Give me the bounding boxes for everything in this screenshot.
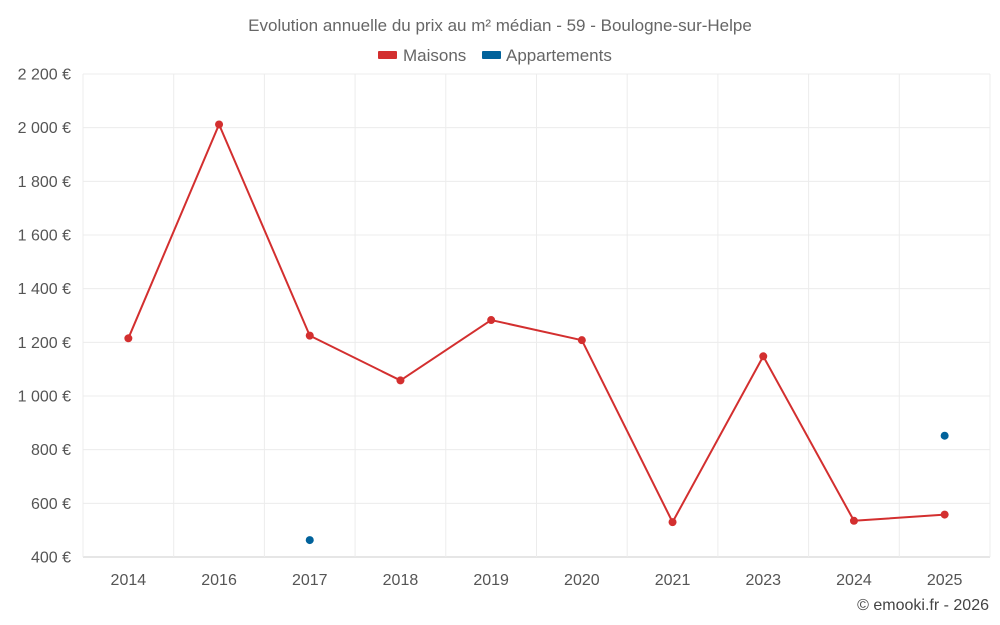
- data-point-maisons-2023[interactable]: [759, 352, 768, 361]
- data-point-maisons-2020[interactable]: [577, 336, 586, 345]
- data-point-appartements-2017[interactable]: [305, 536, 314, 545]
- y-tick-label: 1 200 €: [18, 335, 71, 352]
- x-tick-label: 2018: [383, 572, 419, 589]
- y-tick-label: 1 800 €: [18, 174, 71, 191]
- legend: Maisons Appartements: [378, 46, 612, 65]
- grid: [82, 73, 991, 558]
- data-point-maisons-2021[interactable]: [668, 518, 677, 527]
- chart-title: Evolution annuelle du prix au m² médian …: [248, 16, 752, 35]
- y-tick-label: 600 €: [31, 496, 71, 513]
- legend-swatch-maisons: [378, 51, 397, 59]
- data-point-maisons-2018[interactable]: [396, 376, 405, 385]
- data-point-maisons-2014[interactable]: [124, 334, 133, 343]
- data-point-maisons-2016[interactable]: [215, 120, 224, 129]
- y-tick-label: 2 000 €: [18, 120, 71, 137]
- x-tick-label: 2021: [655, 572, 691, 589]
- x-tick-label: 2020: [564, 572, 600, 589]
- x-tick-label: 2014: [111, 572, 147, 589]
- data-point-maisons-2024[interactable]: [849, 516, 858, 525]
- data-point-maisons-2019[interactable]: [487, 316, 496, 325]
- x-tick-label: 2023: [745, 572, 781, 589]
- series-appartements: [305, 431, 949, 545]
- x-tick-label: 2019: [473, 572, 509, 589]
- series-maisons: [124, 120, 949, 527]
- x-tick-label: 2017: [292, 572, 328, 589]
- legend-label-maisons: Maisons: [403, 46, 466, 65]
- y-tick-label: 1 600 €: [18, 228, 71, 245]
- x-tick-label: 2024: [836, 572, 872, 589]
- legend-swatch-appartements: [482, 51, 501, 59]
- data-point-maisons-2017[interactable]: [305, 331, 314, 340]
- y-tick-label: 400 €: [31, 550, 71, 567]
- legend-item-appartements[interactable]: Appartements: [482, 46, 612, 65]
- legend-item-maisons[interactable]: Maisons: [378, 46, 466, 65]
- axes: 400 € 600 € 800 € 1 000 € 1 200 € 1 400 € 1 60…: [18, 67, 963, 590]
- y-tick-label: 1 000 €: [18, 389, 71, 406]
- legend-label-appartements: Appartements: [506, 46, 612, 65]
- x-tick-label: 2025: [927, 572, 963, 589]
- credit-text: © emooki.fr - 2026: [857, 597, 989, 614]
- y-tick-label: 1 400 €: [18, 281, 71, 298]
- data-point-appartements-2025[interactable]: [940, 431, 949, 440]
- data-point-maisons-2025[interactable]: [940, 510, 949, 519]
- x-tick-label: 2016: [201, 572, 237, 589]
- y-tick-label: 2 200 €: [18, 67, 71, 84]
- y-tick-label: 800 €: [31, 442, 71, 459]
- series-line-maisons: [127, 123, 945, 524]
- series: [124, 120, 949, 545]
